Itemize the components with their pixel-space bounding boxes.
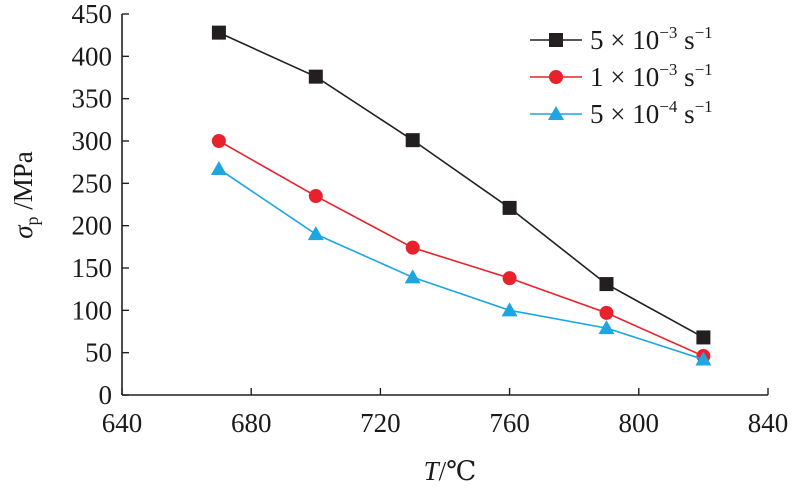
x-tick-label: 640 (102, 408, 143, 438)
series-3 (210, 160, 712, 366)
legend-text-part: × (604, 25, 633, 55)
legend-text-part: × (604, 62, 633, 92)
legend-marker (549, 70, 563, 84)
y-tick-label: 50 (85, 338, 112, 368)
series-line (218, 140, 704, 357)
data-point (599, 305, 614, 320)
legend-exponent: −1 (695, 60, 713, 79)
data-point (501, 302, 518, 317)
data-point (598, 320, 615, 335)
y-axis-title: σp /MPa (8, 151, 42, 239)
y-axis-unit: /MPa (8, 151, 38, 216)
legend-exponent: −3 (659, 23, 677, 42)
legend: 5 × 10−3 s−11 × 10−3 s−15 × 10−4 s−1 (530, 23, 713, 129)
y-tick-label: 200 (72, 211, 113, 241)
data-point (696, 330, 711, 345)
series-2 (211, 134, 711, 364)
data-point (308, 189, 323, 204)
x-axis-title: T/℃ (424, 456, 477, 486)
y-tick-label: 450 (72, 0, 113, 29)
x-tick-label: 720 (360, 408, 401, 438)
data-point (210, 160, 227, 175)
legend-text-part: s (677, 99, 694, 129)
y-tick-label: 0 (99, 380, 113, 410)
y-axis-var: σ (8, 224, 38, 239)
legend-entry-1: 5 × 10−3 s−1 (530, 23, 713, 55)
legend-marker (548, 106, 564, 120)
data-point (405, 240, 420, 255)
data-point (211, 25, 226, 40)
legend-entry-2: 1 × 10−3 s−1 (530, 60, 713, 92)
legend-label: 5 × 10−3 s−1 (590, 23, 713, 55)
data-point (502, 200, 517, 215)
legend-exponent: −1 (695, 97, 713, 116)
data-point (308, 69, 323, 84)
legend-exponent: −1 (695, 23, 713, 42)
data-point (307, 226, 324, 241)
legend-label: 1 × 10−3 s−1 (590, 60, 713, 92)
legend-label: 5 × 10−4 s−1 (590, 97, 713, 129)
x-tick-label: 680 (231, 408, 272, 438)
data-point (405, 133, 420, 148)
y-axis-sub: p (22, 216, 42, 225)
legend-text-part: 5 (590, 25, 604, 55)
y-tick-label: 250 (72, 168, 113, 198)
series-line (218, 168, 704, 361)
data-point (404, 269, 421, 284)
legend-text-part: × (604, 99, 633, 129)
legend-text-part: 10 (632, 25, 659, 55)
data-point (599, 277, 614, 292)
legend-text-part: s (677, 25, 694, 55)
legend-text-part: 10 (632, 62, 659, 92)
legend-text-part: s (677, 62, 694, 92)
series-layer (210, 25, 712, 366)
axes (121, 13, 769, 396)
data-point (502, 271, 517, 286)
series-1 (211, 25, 711, 345)
x-tick-label: 800 (619, 408, 660, 438)
legend-text-part: 5 (590, 99, 604, 129)
tick-labels: 0 50 100 150 200 250 300 350 400 450 640 680 720 760 8… (72, 0, 789, 438)
legend-text-part: 10 (632, 99, 659, 129)
x-tick-label: 760 (489, 408, 530, 438)
data-point (695, 351, 712, 366)
x-axis-var: T (424, 456, 441, 486)
x-tick-label: 840 (748, 408, 789, 438)
legend-exponent: −4 (659, 97, 678, 116)
y-tick-label: 300 (72, 126, 113, 156)
y-tick-label: 100 (72, 295, 113, 325)
series-line (218, 31, 704, 339)
legend-exponent: −3 (659, 60, 677, 79)
x-axis-unit: /℃ (439, 456, 477, 486)
data-point (211, 134, 226, 148)
legend-text-part: 1 (590, 62, 604, 92)
y-tick-label: 150 (72, 253, 113, 283)
y-tick-label: 350 (72, 84, 113, 114)
legend-entry-3: 5 × 10−4 s−1 (530, 97, 713, 129)
legend-marker (549, 33, 563, 47)
y-tick-label: 400 (72, 41, 113, 71)
